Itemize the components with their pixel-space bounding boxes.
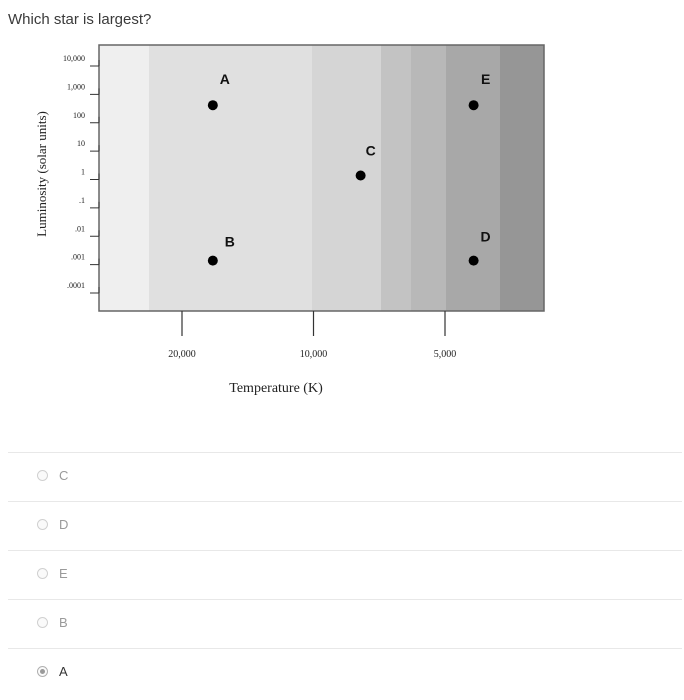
- option-c-label: C: [59, 468, 69, 483]
- background-band: [411, 45, 446, 311]
- option-d-label: D: [59, 517, 69, 532]
- y-tick-label: 1,000: [67, 82, 85, 91]
- background-band: [446, 45, 500, 311]
- answer-options: C D E B A: [8, 452, 682, 697]
- star-point-a: [207, 100, 218, 111]
- y-axis-label: Luminosity (solar units): [34, 111, 49, 237]
- hr-diagram-chart: 10,000 1,000 100 10 1 .1 .01 .001 .0001 20,000 10…: [34, 44, 545, 396]
- y-tick-label: .001: [71, 253, 85, 262]
- star-point-c: [355, 170, 366, 181]
- star-label-e: E: [481, 71, 490, 87]
- background-band: [381, 45, 411, 311]
- background-band: [500, 45, 544, 311]
- option-e-label: E: [59, 566, 68, 581]
- radio-b[interactable]: [37, 617, 48, 628]
- radio-a[interactable]: [37, 666, 48, 677]
- radio-e[interactable]: [37, 568, 48, 579]
- option-c[interactable]: C: [8, 452, 682, 501]
- y-tick-label: 10: [77, 139, 85, 148]
- star-label-c: C: [366, 143, 376, 159]
- y-tick-label: 10,000: [63, 54, 85, 63]
- option-a[interactable]: A: [8, 648, 682, 697]
- background-band: [312, 45, 381, 311]
- option-d[interactable]: D: [8, 501, 682, 550]
- y-tick-label: 100: [73, 111, 85, 120]
- star-point-e: [468, 100, 479, 111]
- question-text: Which star is largest?: [8, 11, 152, 28]
- background-band: [99, 45, 149, 311]
- x-tick-label: 20,000: [168, 349, 196, 360]
- star-label-b: B: [225, 234, 235, 250]
- option-e[interactable]: E: [8, 550, 682, 599]
- star-point-d: [468, 255, 479, 266]
- x-tick-label: 10,000: [300, 349, 328, 360]
- y-tick-label: .0001: [67, 281, 85, 290]
- y-tick-label: .01: [75, 224, 85, 233]
- background-band: [149, 45, 312, 311]
- option-b[interactable]: B: [8, 599, 682, 648]
- star-label-d: D: [481, 229, 491, 245]
- option-a-label: A: [59, 664, 68, 679]
- star-label-a: A: [220, 71, 230, 87]
- y-tick-label: .1: [79, 196, 85, 205]
- radio-d[interactable]: [37, 519, 48, 530]
- x-axis-label: Temperature (K): [229, 381, 323, 396]
- star-point-b: [207, 255, 218, 266]
- y-tick-label: 1: [81, 168, 85, 177]
- radio-c[interactable]: [37, 470, 48, 481]
- option-b-label: B: [59, 615, 68, 630]
- x-tick-label: 5,000: [434, 349, 457, 360]
